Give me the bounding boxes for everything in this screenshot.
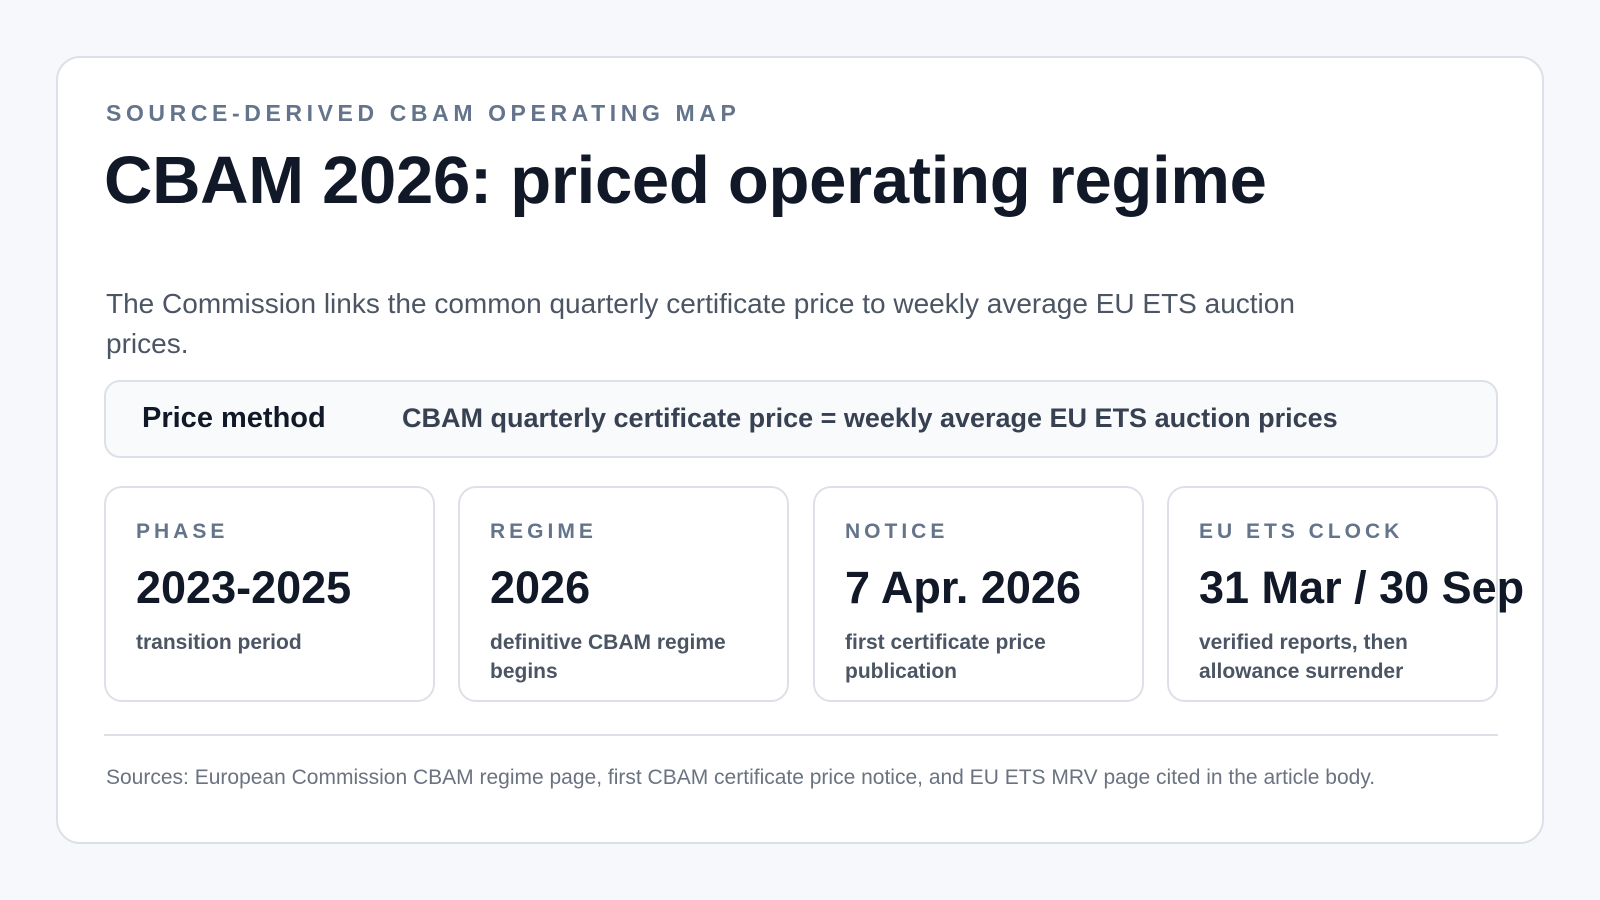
tile-notice: NOTICE 7 Apr. 2026 first certificate pri… — [813, 486, 1144, 702]
tile-label: PHASE — [136, 520, 229, 543]
tile-description: definitive CBAM regime begins — [490, 631, 726, 683]
price-method-box: Price method CBAM quarterly certificate … — [104, 380, 1498, 458]
tile-value: 7 Apr. 2026 — [845, 562, 1081, 613]
tile-phase: PHASE 2023-2025 transition period — [104, 486, 435, 702]
tile-label: REGIME — [490, 520, 597, 543]
tile-description: verified reports, then allowance surrend… — [1199, 631, 1408, 683]
cbam-map-card: SOURCE-DERIVED CBAM OPERATING MAP CBAM 2… — [56, 56, 1544, 844]
tile-value: 31 Mar / 30 Sep — [1199, 562, 1525, 613]
sources-note: Sources: European Commission CBAM regime… — [106, 766, 1376, 789]
tile-label: NOTICE — [845, 520, 949, 543]
tile-description: first certificate price publication — [845, 631, 1046, 683]
footer-divider — [104, 734, 1498, 736]
lead-paragraph: The Commission links the common quarterl… — [106, 288, 1295, 359]
tile-label: EU ETS CLOCK — [1199, 520, 1404, 543]
tile-value: 2026 — [490, 562, 591, 613]
tile-description: transition period — [136, 631, 302, 654]
tile-regime: REGIME 2026 definitive CBAM regime begin… — [458, 486, 789, 702]
tile-eu-ets-clock: EU ETS CLOCK 31 Mar / 30 Sep verified re… — [1167, 486, 1524, 702]
price-method-formula: CBAM quarterly certificate price = weekl… — [402, 403, 1338, 433]
price-method-label: Price method — [142, 402, 326, 434]
tile-value: 2023-2025 — [136, 562, 352, 613]
eyebrow-label: SOURCE-DERIVED CBAM OPERATING MAP — [106, 100, 741, 126]
page-title: CBAM 2026: priced operating regime — [104, 143, 1267, 218]
